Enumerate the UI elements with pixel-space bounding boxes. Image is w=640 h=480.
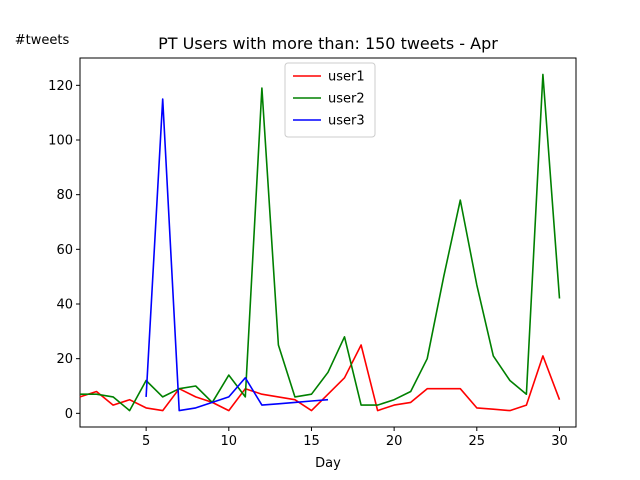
x-tick-label: 15 (303, 434, 320, 449)
y-tick-label: 120 (48, 79, 73, 94)
y-tick-label: 20 (56, 352, 73, 367)
x-axis-label: Day (315, 456, 341, 471)
series-line-user2 (80, 73, 561, 412)
chart-title: PT Users with more than: 150 tweets - Ap… (158, 34, 498, 53)
series-line-user3 (145, 98, 329, 412)
y-tick-label: 40 (56, 298, 73, 313)
x-tick-label: 5 (142, 434, 150, 449)
axis-ticks: 5 10 15 20 25 30 0 20 40 60 80 100 120 (48, 79, 568, 449)
x-tick-label: 30 (551, 434, 568, 449)
legend-box (284, 62, 376, 138)
axes-frame (79, 57, 577, 428)
x-tick-label: 10 (221, 434, 238, 449)
plot-area (79, 57, 577, 428)
series-line-user1 (79, 344, 561, 412)
x-tick-label: 20 (386, 434, 403, 449)
y-axis-label: #tweets (15, 33, 70, 48)
legend: user1 user2 user3 (284, 62, 376, 138)
y-tick-label: 80 (56, 188, 73, 203)
legend-entry-label: user2 (328, 92, 365, 107)
legend-entry-label: user1 (328, 70, 365, 85)
y-tick-label: 0 (65, 407, 73, 422)
y-tick-label: 100 (48, 134, 73, 149)
x-tick-label: 25 (469, 434, 486, 449)
y-tick-label: 60 (56, 243, 73, 258)
legend-entry-label: user3 (328, 114, 365, 129)
